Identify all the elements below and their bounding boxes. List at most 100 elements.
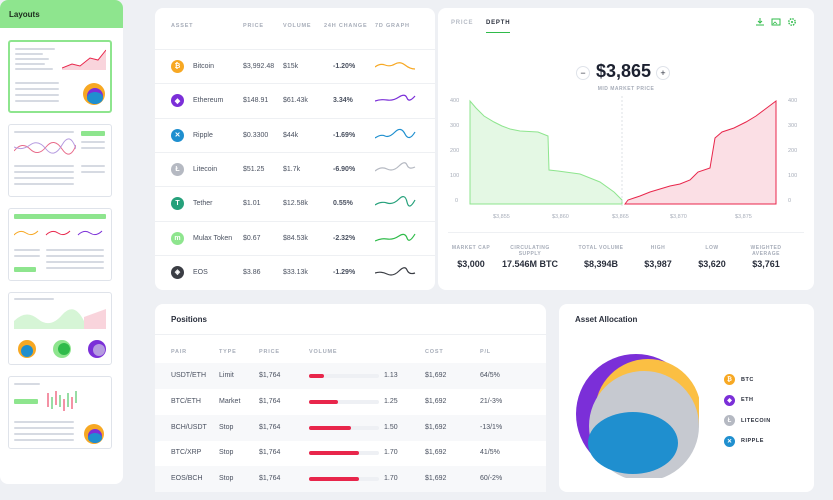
- depth-chart: 400 300 200 100 0 400 300 200 100 0 $3,8…: [450, 96, 797, 220]
- download-icon[interactable]: [755, 17, 765, 27]
- layout-thumbnail-3[interactable]: [8, 208, 112, 281]
- y-tick-left: 0: [455, 198, 458, 204]
- asset-change: 0.55%: [333, 200, 353, 208]
- tab-depth[interactable]: DEPTH: [486, 20, 511, 33]
- position-price: $1,764: [259, 397, 281, 405]
- stat-value: $8,394B: [583, 259, 619, 269]
- asset-name: Tether: [193, 200, 213, 208]
- stat-label: HIGH: [650, 245, 666, 251]
- volume-bar: [309, 425, 379, 430]
- tab-price[interactable]: PRICE: [451, 20, 474, 26]
- stat-label: TOTAL VOLUME: [578, 245, 624, 251]
- y-tick-left: 200: [450, 148, 459, 154]
- y-tick-right: 200: [788, 148, 797, 154]
- eos-icon: ◈: [171, 265, 184, 279]
- position-pair: BTC/ETH: [171, 397, 201, 405]
- asset-volume: $12.58k: [283, 200, 308, 208]
- legend-label: LITECOIN: [741, 417, 771, 424]
- asset-row[interactable]: ₿ Bitcoin $3,992.48 $15k -1.20%: [155, 49, 435, 83]
- position-type: Limit: [219, 372, 234, 379]
- asset-change: -6.90%: [333, 165, 356, 173]
- mulax-icon: m: [171, 231, 184, 245]
- layout-thumbnail-2[interactable]: [8, 124, 112, 197]
- allocation-title: Asset Allocation: [575, 315, 638, 324]
- positions-title: Positions: [171, 315, 208, 324]
- volume-bar-fill: [309, 374, 325, 378]
- position-pl: 21/-3%: [480, 397, 503, 405]
- position-price: $1,764: [259, 423, 281, 431]
- legend-label: RIPPLE: [741, 438, 764, 444]
- volume-bar-fill: [309, 477, 360, 482]
- position-volume: 1.25: [384, 397, 398, 405]
- position-row[interactable]: BTC/ETH Market $1,764 1.25 $1,692 21/-3%: [155, 389, 546, 415]
- asset-row[interactable]: T Tether $1.01 $12.58k 0.55%: [155, 186, 435, 220]
- image-icon[interactable]: [771, 17, 781, 27]
- position-cost: $1,692: [425, 397, 447, 405]
- volume-bar-fill: [309, 399, 339, 404]
- position-price: $1,764: [259, 449, 281, 457]
- asset-price: $148.91: [243, 97, 269, 105]
- position-pair: BCH/USDT: [171, 423, 207, 431]
- position-type: Stop: [219, 475, 234, 483]
- ripple-slice: [588, 412, 678, 474]
- zoom-in-button[interactable]: +: [656, 66, 670, 80]
- position-price: $1,764: [259, 372, 281, 379]
- position-cost: $1,692: [425, 423, 447, 431]
- y-tick-right: 0: [788, 198, 791, 204]
- stat-value: $3,987: [644, 259, 672, 269]
- asset-price: $1.01: [243, 200, 261, 208]
- asset-price: $3,992.48: [243, 63, 275, 70]
- legend-label: ETH: [741, 397, 754, 403]
- settings-icon[interactable]: [787, 17, 797, 27]
- position-volume: 1.70: [384, 475, 398, 483]
- litecoin-icon: Ł: [724, 415, 735, 426]
- col-volume: VOLUME: [309, 349, 338, 355]
- position-row[interactable]: BCH/USDT Stop $1,764 1.50 $1,692 -13/1%: [155, 414, 546, 441]
- position-pair: BTC/XRP: [171, 449, 202, 457]
- layout-thumbnail-4[interactable]: [8, 292, 112, 365]
- y-tick-left: 400: [450, 98, 459, 104]
- zoom-out-button[interactable]: −: [576, 66, 590, 80]
- position-cost: $1,692: [425, 449, 447, 457]
- position-type: Stop: [219, 449, 234, 457]
- y-tick-right: 300: [788, 123, 797, 129]
- volume-bar: [309, 399, 379, 404]
- asset-row[interactable]: ◆ Ethereum $148.91 $61.43k 3.34%: [155, 83, 435, 117]
- asset-name: Bitcoin: [193, 63, 215, 70]
- asset-row[interactable]: Ł Litecoin $51.25 $1.7k -6.90%: [155, 151, 435, 186]
- asset-name: Litecoin: [193, 165, 218, 173]
- asset-row[interactable]: ✕ Ripple $0.3300 $44k -1.69%: [155, 117, 435, 152]
- position-row[interactable]: USDT/ETH Limit $1,764 1.13 $1,692 64/5%: [155, 363, 546, 389]
- volume-bar: [309, 477, 379, 482]
- position-row[interactable]: EOS/BCH Stop $1,764 1.70 $1,692 60/-2%: [155, 466, 546, 493]
- layout-thumbnail-5[interactable]: [8, 376, 112, 449]
- asset-price: $51.25: [243, 165, 265, 173]
- col-volume: VOLUME: [283, 23, 312, 29]
- asset-name: Ethereum: [193, 97, 224, 105]
- layouts-title: Layouts: [0, 0, 123, 28]
- volume-bar: [309, 374, 379, 378]
- position-row[interactable]: BTC/XRP Stop $1,764 1.70 $1,692 41/5%: [155, 440, 546, 466]
- legend-item: ◆ ETH: [724, 394, 754, 406]
- position-type: Stop: [219, 423, 234, 431]
- ethereum-icon: ◆: [724, 394, 735, 406]
- col-7d-graph: 7D GRAPH: [375, 23, 410, 29]
- stat-label: LOW: [705, 245, 719, 251]
- position-pl: 64/5%: [480, 372, 500, 379]
- legend-label: BTC: [741, 376, 754, 383]
- asset-price: $0.67: [243, 234, 261, 242]
- position-cost: $1,692: [425, 372, 447, 379]
- asset-volume: $15k: [283, 63, 299, 70]
- legend-item: Ł LITECOIN: [724, 415, 771, 426]
- position-volume: 1.70: [384, 449, 398, 457]
- allocation-chart: [576, 354, 699, 478]
- asset-name: Ripple: [193, 131, 213, 139]
- asset-row[interactable]: m Mulax Token $0.67 $84.53k -2.32%: [155, 220, 435, 255]
- bitcoin-icon: ₿: [724, 374, 735, 385]
- asset-change: -2.32%: [333, 234, 356, 242]
- asset-row[interactable]: ◈ EOS $3.86 $33.13k -1.29%: [155, 254, 435, 289]
- layout-thumbnail-1[interactable]: [8, 40, 112, 113]
- asset-price: $0.3300: [243, 131, 269, 139]
- positions-table: Positions PAIR TYPE PRICE VOLUME COST P/…: [155, 304, 546, 493]
- y-tick-right: 400: [788, 98, 797, 104]
